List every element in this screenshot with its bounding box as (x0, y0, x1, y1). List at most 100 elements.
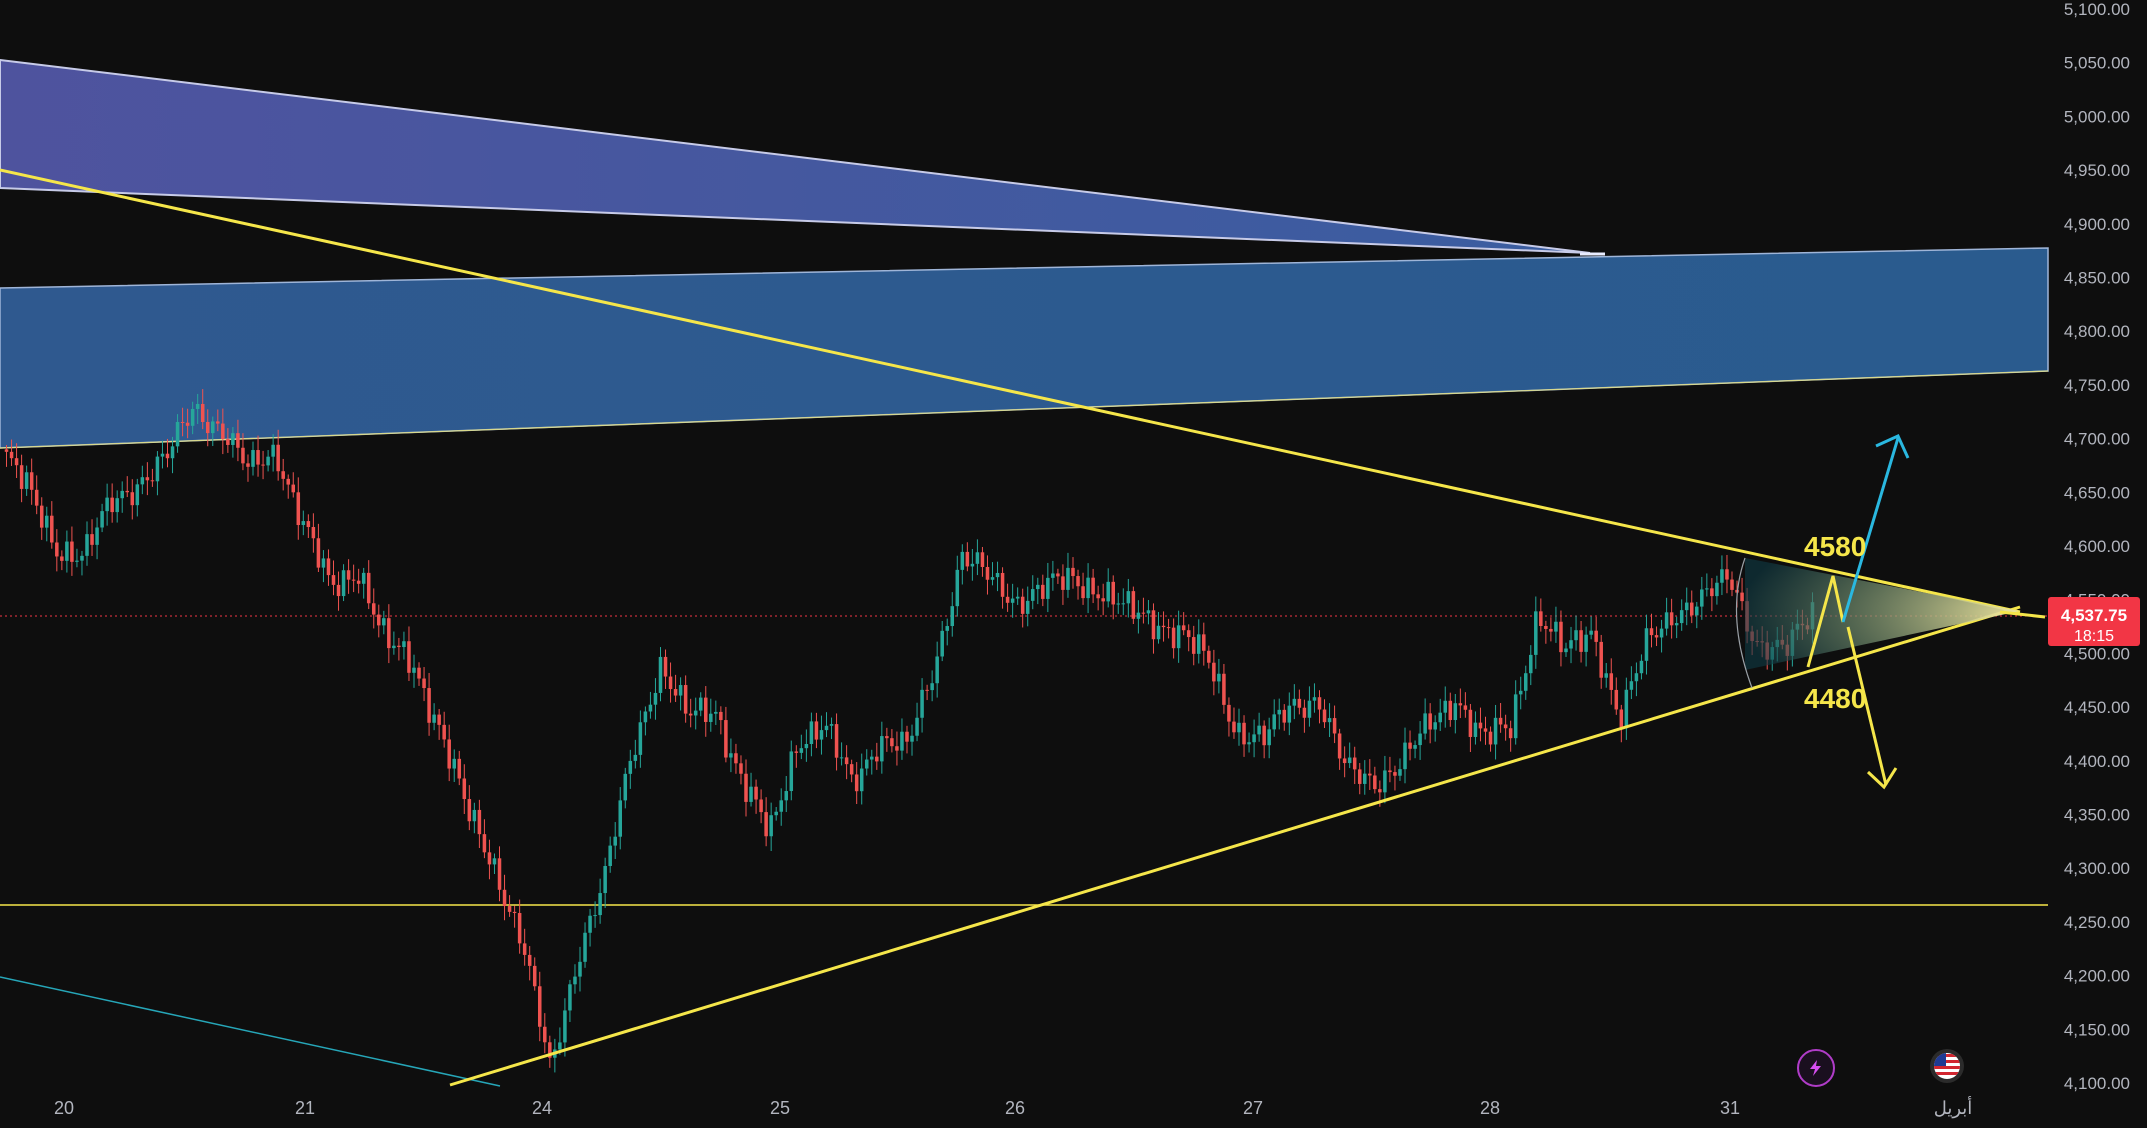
candle-body (195, 403, 200, 409)
candle-body (1166, 627, 1171, 629)
candle-body (794, 751, 799, 753)
candle-body (1584, 634, 1588, 652)
candle-body (1493, 717, 1498, 745)
ascending-support-trendline[interactable] (449, 605, 2021, 1087)
bearish-arrow-head (1866, 767, 1898, 790)
candle-body (1136, 612, 1141, 619)
candle-body (1448, 700, 1453, 721)
candle-body (1503, 724, 1508, 729)
candle-body (482, 834, 487, 853)
candle-body (276, 444, 280, 472)
x-tick-label: 20 (54, 1098, 74, 1118)
time-axis[interactable]: 20 21 24 25 26 27 28 31 أبريل (54, 1096, 1972, 1119)
candle-body (633, 754, 638, 761)
candle-body (1639, 660, 1644, 674)
y-tick-label: 4,600.00 (2064, 537, 2130, 556)
bullish-arrow-head (1875, 434, 1910, 459)
candle-body (316, 538, 321, 568)
candle-body (241, 447, 245, 464)
candle-body (522, 943, 527, 955)
candle-body (1659, 628, 1664, 638)
candle-body (1171, 627, 1176, 649)
candle-body (1312, 697, 1317, 701)
candle-body (900, 731, 904, 751)
candle-body (1579, 630, 1583, 652)
candle-body (427, 688, 431, 723)
candle-body (442, 724, 446, 740)
candle-body (205, 421, 210, 434)
candle-body (407, 641, 411, 673)
candle-body (55, 542, 59, 557)
candle-body (246, 463, 250, 467)
candle-body (1106, 581, 1110, 602)
candle-body (844, 757, 849, 765)
candle-body (216, 421, 220, 424)
us-flag-icon[interactable] (1930, 1049, 1964, 1083)
x-tick-label: 24 (532, 1098, 552, 1118)
candle-body (1005, 596, 1010, 603)
candle-body (487, 852, 492, 865)
y-tick-label: 4,400.00 (2064, 752, 2130, 771)
candle-body (34, 489, 39, 506)
rising-channel-zone[interactable] (0, 247, 2049, 449)
candle-body (1357, 769, 1362, 784)
candle-body (839, 757, 844, 759)
candle-body (1146, 610, 1151, 614)
candle-body (1388, 770, 1392, 773)
candle-body (301, 521, 306, 526)
candle-body (1217, 673, 1221, 682)
candle-body (729, 753, 733, 758)
bearish-arrow-line[interactable] (1846, 626, 1888, 786)
candle-body (940, 630, 944, 657)
candle-body (1222, 673, 1226, 705)
candle-body (1056, 573, 1060, 577)
descending-resistance-trendline[interactable] (0, 168, 2021, 614)
candle-body (965, 551, 970, 567)
price-axis[interactable]: 5,100.00 5,050.00 5,000.00 4,950.00 4,900.00… (2064, 0, 2130, 1093)
candle-body (1277, 709, 1282, 715)
candle-body (1679, 610, 1684, 624)
x-tick-label: 26 (1005, 1098, 1025, 1118)
candle-body (417, 667, 421, 679)
lightning-icon[interactable] (1797, 1049, 1835, 1087)
candlestick-series (4, 389, 1815, 1073)
candle-body (1307, 700, 1312, 718)
candle-body (226, 439, 230, 445)
candle-body (1508, 728, 1513, 739)
candle-body (593, 915, 597, 917)
candle-body (880, 736, 884, 762)
candle-body (371, 603, 376, 615)
candle-body (1025, 600, 1030, 614)
candle-body (115, 498, 119, 513)
candle-body (477, 809, 482, 835)
upper-resistance-zone[interactable] (0, 58, 1591, 254)
candle-body (1111, 581, 1115, 605)
candle-body (1342, 758, 1347, 764)
y-tick-label: 4,100.00 (2064, 1074, 2130, 1093)
y-tick-label: 4,250.00 (2064, 913, 2130, 932)
candle-body (1669, 612, 1674, 626)
candle-body (90, 534, 94, 545)
candle-body (1156, 625, 1161, 640)
candle-body (382, 618, 386, 626)
candle-body (1126, 591, 1131, 604)
candle-body (387, 618, 391, 649)
candle-body (1488, 731, 1493, 745)
candle-body (125, 490, 130, 493)
candle-body (1700, 589, 1704, 607)
candle-body (1020, 596, 1025, 614)
candle-body (1695, 606, 1699, 616)
candle-body (1176, 625, 1181, 649)
candle-body (1181, 625, 1186, 631)
teal-trendline[interactable] (0, 976, 501, 1087)
bullish-arrow-line[interactable] (1841, 437, 1900, 623)
candle-body (960, 551, 965, 570)
candle-body (1549, 628, 1553, 632)
upper-target-label: 4580 (1804, 531, 1866, 562)
candle-body (1237, 722, 1241, 733)
candle-body (603, 865, 607, 894)
candle-body (29, 472, 34, 490)
candle-body (457, 758, 462, 779)
candle-body (1624, 689, 1629, 729)
